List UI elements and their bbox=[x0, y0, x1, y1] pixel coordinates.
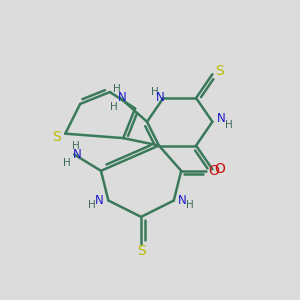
Text: N: N bbox=[217, 112, 226, 125]
Text: N: N bbox=[178, 194, 187, 207]
Text: O: O bbox=[214, 162, 225, 176]
Text: H: H bbox=[151, 87, 158, 97]
Text: N: N bbox=[117, 92, 126, 104]
Text: S: S bbox=[52, 130, 61, 144]
Text: H: H bbox=[225, 120, 232, 130]
Text: H: H bbox=[110, 102, 118, 112]
Text: O: O bbox=[208, 164, 219, 178]
Text: H: H bbox=[113, 84, 121, 94]
Text: N: N bbox=[73, 148, 82, 161]
Text: H: H bbox=[72, 140, 80, 151]
Text: H: H bbox=[186, 200, 194, 210]
Text: H: H bbox=[88, 200, 96, 210]
Text: N: N bbox=[95, 194, 104, 207]
Text: N: N bbox=[156, 92, 165, 104]
Text: H: H bbox=[63, 158, 71, 168]
Text: S: S bbox=[215, 64, 224, 78]
Text: S: S bbox=[137, 244, 146, 258]
